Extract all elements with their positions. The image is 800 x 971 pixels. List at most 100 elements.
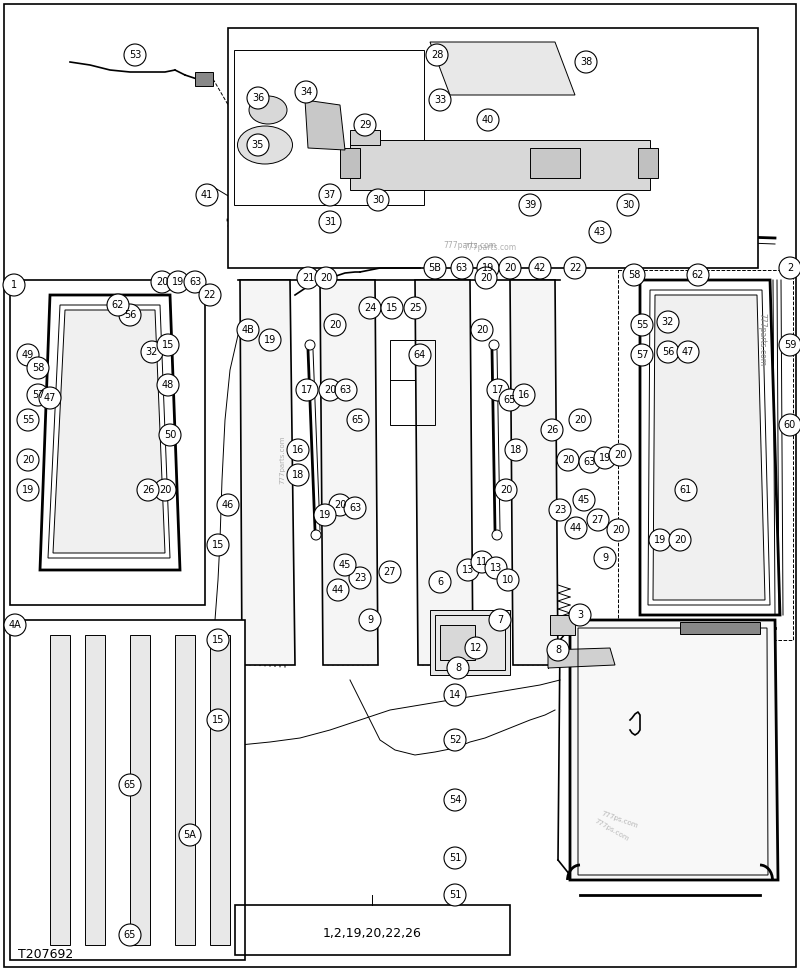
Text: 58: 58 bbox=[32, 363, 44, 373]
Bar bbox=[130, 635, 150, 945]
Bar bbox=[638, 148, 658, 178]
Polygon shape bbox=[430, 42, 575, 95]
Circle shape bbox=[314, 504, 336, 526]
Circle shape bbox=[573, 489, 595, 511]
Polygon shape bbox=[320, 280, 378, 665]
Text: 19: 19 bbox=[264, 335, 276, 345]
Circle shape bbox=[589, 221, 611, 243]
Text: 65: 65 bbox=[124, 780, 136, 790]
Text: 20: 20 bbox=[476, 325, 488, 335]
Circle shape bbox=[367, 189, 389, 211]
Circle shape bbox=[579, 451, 601, 473]
Circle shape bbox=[529, 257, 551, 279]
Text: 39: 39 bbox=[524, 200, 536, 210]
Text: 51: 51 bbox=[449, 853, 461, 863]
Text: 5B: 5B bbox=[429, 263, 442, 273]
Text: 20: 20 bbox=[156, 277, 168, 287]
Circle shape bbox=[159, 424, 181, 446]
Text: 23: 23 bbox=[354, 573, 366, 583]
Polygon shape bbox=[350, 130, 380, 145]
Circle shape bbox=[623, 264, 645, 286]
Text: 59: 59 bbox=[784, 340, 796, 350]
Text: 20: 20 bbox=[334, 500, 346, 510]
Text: 20: 20 bbox=[562, 455, 574, 465]
Circle shape bbox=[311, 530, 321, 540]
Text: 26: 26 bbox=[546, 425, 558, 435]
Ellipse shape bbox=[249, 96, 287, 124]
Text: 18: 18 bbox=[292, 470, 304, 480]
Circle shape bbox=[499, 389, 521, 411]
Circle shape bbox=[329, 494, 351, 516]
Text: 65: 65 bbox=[124, 930, 136, 940]
Text: 36: 36 bbox=[252, 93, 264, 103]
Polygon shape bbox=[240, 280, 295, 665]
Circle shape bbox=[495, 479, 517, 501]
Circle shape bbox=[657, 311, 679, 333]
Circle shape bbox=[141, 341, 163, 363]
Circle shape bbox=[471, 319, 493, 341]
Text: T207692: T207692 bbox=[18, 949, 74, 961]
Text: 52: 52 bbox=[449, 735, 462, 745]
Circle shape bbox=[359, 297, 381, 319]
Text: 63: 63 bbox=[584, 457, 596, 467]
Circle shape bbox=[444, 729, 466, 751]
Text: 28: 28 bbox=[431, 50, 443, 60]
Text: 60: 60 bbox=[784, 420, 796, 430]
Circle shape bbox=[457, 559, 479, 581]
Text: 777ps.com: 777ps.com bbox=[594, 818, 630, 842]
Text: 54: 54 bbox=[449, 795, 461, 805]
Text: 42: 42 bbox=[534, 263, 546, 273]
Bar bbox=[195, 72, 213, 86]
Circle shape bbox=[344, 497, 366, 519]
Bar bbox=[228, 28, 758, 268]
Text: 4B: 4B bbox=[242, 325, 254, 335]
Circle shape bbox=[359, 609, 381, 631]
Bar bbox=[10, 620, 245, 960]
Text: 47: 47 bbox=[44, 393, 56, 403]
Text: 20: 20 bbox=[329, 320, 341, 330]
Text: 777parts.com: 777parts.com bbox=[463, 244, 517, 252]
Ellipse shape bbox=[238, 126, 293, 164]
Text: 35: 35 bbox=[252, 140, 264, 150]
Circle shape bbox=[617, 194, 639, 216]
Circle shape bbox=[319, 184, 341, 206]
Circle shape bbox=[675, 479, 697, 501]
Text: 31: 31 bbox=[324, 217, 336, 227]
Text: 9: 9 bbox=[602, 553, 608, 563]
Circle shape bbox=[587, 509, 609, 531]
Circle shape bbox=[199, 284, 221, 306]
Text: 61: 61 bbox=[680, 485, 692, 495]
Text: 3: 3 bbox=[577, 610, 583, 620]
Text: 24: 24 bbox=[364, 303, 376, 313]
Text: 56: 56 bbox=[662, 347, 674, 357]
Text: 44: 44 bbox=[570, 523, 582, 533]
Circle shape bbox=[451, 257, 473, 279]
Text: 777parts.com: 777parts.com bbox=[758, 314, 766, 367]
Text: 32: 32 bbox=[662, 317, 674, 327]
Text: 56: 56 bbox=[124, 310, 136, 320]
Text: 1,2,19,20,22,26: 1,2,19,20,22,26 bbox=[322, 926, 422, 940]
Circle shape bbox=[17, 344, 39, 366]
Circle shape bbox=[569, 604, 591, 626]
Circle shape bbox=[649, 529, 671, 551]
Text: 63: 63 bbox=[349, 503, 361, 513]
Circle shape bbox=[492, 530, 502, 540]
Polygon shape bbox=[548, 648, 615, 668]
Text: 14: 14 bbox=[449, 690, 461, 700]
Bar bbox=[435, 615, 505, 670]
Circle shape bbox=[444, 789, 466, 811]
Text: 47: 47 bbox=[682, 347, 694, 357]
Bar bbox=[50, 635, 70, 945]
Bar bbox=[210, 635, 230, 945]
Circle shape bbox=[379, 561, 401, 583]
Circle shape bbox=[631, 344, 653, 366]
Circle shape bbox=[489, 340, 499, 350]
Bar bbox=[530, 148, 580, 178]
Text: 63: 63 bbox=[189, 277, 201, 287]
Circle shape bbox=[513, 384, 535, 406]
Circle shape bbox=[157, 334, 179, 356]
Circle shape bbox=[489, 609, 511, 631]
Circle shape bbox=[217, 494, 239, 516]
Circle shape bbox=[477, 109, 499, 131]
Circle shape bbox=[124, 44, 146, 66]
